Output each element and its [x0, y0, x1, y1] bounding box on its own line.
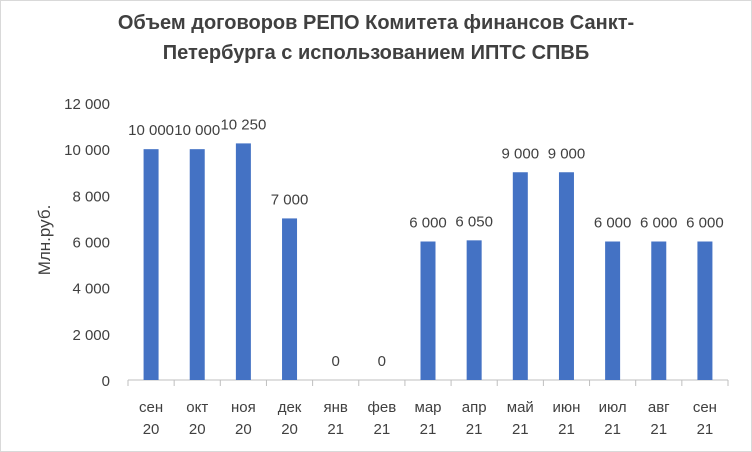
x-tick-label: авг — [648, 399, 670, 416]
x-tick-label: 20 — [189, 421, 206, 438]
bar — [512, 172, 528, 380]
x-tick-label: окт — [186, 399, 208, 416]
data-label: 10 000 — [128, 122, 174, 139]
y-axis-label: Млн.руб. — [35, 205, 54, 276]
bar — [143, 149, 159, 380]
data-label: 6 000 — [686, 215, 724, 232]
chart-title: Объем договоров РЕПО Комитета финансов С… — [0, 8, 752, 68]
x-tick-label: фев — [368, 399, 397, 416]
data-label: 10 000 — [174, 122, 220, 139]
x-tick-label: 20 — [281, 421, 298, 438]
bar — [282, 218, 298, 380]
bar — [697, 241, 713, 380]
x-tick-label: июн — [553, 399, 581, 416]
chart-title-line-1: Объем договоров РЕПО Комитета финансов С… — [117, 12, 635, 34]
bar — [558, 172, 574, 380]
data-label: 9 000 — [548, 145, 586, 162]
data-label: 9 000 — [502, 145, 540, 162]
chart-title-line-2: Петербурга с использованием ИПТС СПВБ — [162, 42, 590, 64]
y-tick-label: 4 000 — [72, 281, 110, 298]
y-tick-label: 0 — [102, 373, 110, 390]
x-tick-label: 21 — [604, 421, 621, 438]
x-tick-label: сен — [693, 399, 717, 416]
y-tick-label: 6 000 — [72, 235, 110, 252]
bar — [466, 240, 482, 380]
data-label: 0 — [378, 353, 386, 370]
y-tick-label: 8 000 — [72, 188, 110, 205]
data-label: 6 000 — [409, 215, 447, 232]
x-tick-label: 21 — [512, 421, 529, 438]
x-tick-label: 21 — [374, 421, 391, 438]
y-tick-label: 10 000 — [64, 142, 110, 159]
x-tick-label: мар — [415, 399, 442, 416]
x-tick-label: сен — [139, 399, 163, 416]
x-tick-label: 20 — [143, 421, 160, 438]
data-label: 10 250 — [220, 116, 266, 133]
x-tick-label: дек — [278, 399, 302, 416]
x-tick-label: ноя — [231, 399, 256, 416]
x-tick-label: 21 — [420, 421, 437, 438]
x-tick-label: 21 — [558, 421, 575, 438]
bar — [420, 241, 436, 380]
bar — [189, 149, 205, 380]
x-tick-label: 21 — [466, 421, 483, 438]
x-tick-label: июл — [599, 399, 627, 416]
data-label: 0 — [332, 353, 340, 370]
x-tick-label: 21 — [697, 421, 714, 438]
data-label: 6 050 — [455, 213, 493, 230]
x-tick-label: 21 — [327, 421, 344, 438]
x-tick-label: апр — [462, 399, 487, 416]
x-tick-label: янв — [324, 399, 348, 416]
bar — [605, 241, 621, 380]
data-label: 7 000 — [271, 191, 309, 208]
y-tick-label: 12 000 — [64, 96, 110, 113]
data-label: 6 000 — [594, 215, 632, 232]
x-tick-label: 21 — [650, 421, 667, 438]
bar — [651, 241, 667, 380]
x-tick-label: май — [507, 399, 534, 416]
y-tick-label: 2 000 — [72, 327, 110, 344]
data-label: 6 000 — [640, 215, 678, 232]
x-tick-label: 20 — [235, 421, 252, 438]
bar — [235, 143, 251, 380]
